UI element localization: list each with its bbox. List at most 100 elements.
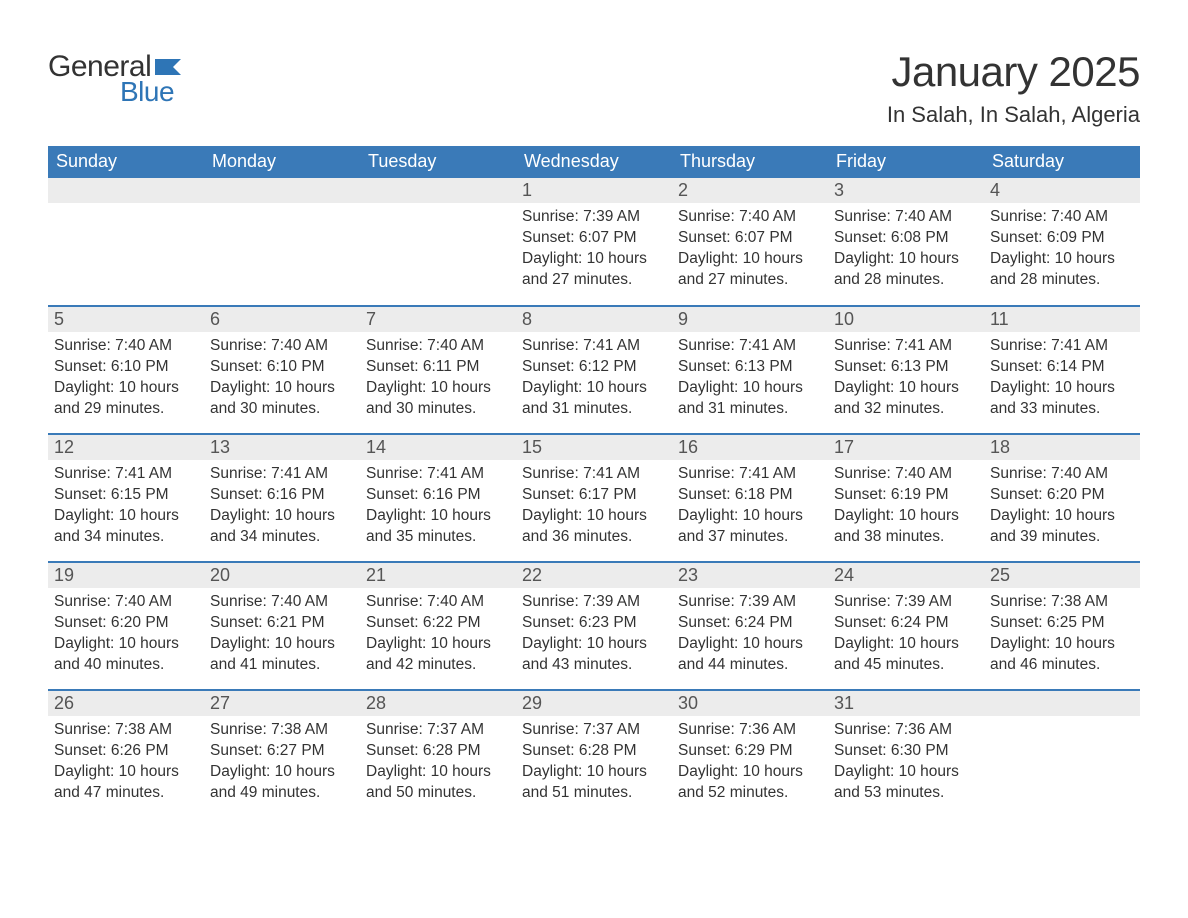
calendar-day-cell: 11Sunrise: 7:41 AMSunset: 6:14 PMDayligh… — [984, 306, 1140, 434]
calendar-week-row: 1Sunrise: 7:39 AMSunset: 6:07 PMDaylight… — [48, 178, 1140, 306]
sunset-text: Sunset: 6:23 PM — [522, 613, 666, 634]
calendar-week-row: 26Sunrise: 7:38 AMSunset: 6:26 PMDayligh… — [48, 690, 1140, 818]
weekday-header: Monday — [204, 146, 360, 178]
daylight-text-1: Daylight: 10 hours — [210, 634, 354, 655]
sunset-text: Sunset: 6:24 PM — [834, 613, 978, 634]
day-number: 15 — [516, 435, 672, 460]
daylight-text-1: Daylight: 10 hours — [522, 762, 666, 783]
daylight-text-1: Daylight: 10 hours — [834, 506, 978, 527]
flag-icon — [155, 57, 183, 77]
sunset-text: Sunset: 6:12 PM — [522, 357, 666, 378]
calendar-day-cell — [984, 690, 1140, 818]
day-number: 27 — [204, 691, 360, 716]
sunrise-text: Sunrise: 7:39 AM — [834, 592, 978, 613]
sunrise-text: Sunrise: 7:38 AM — [990, 592, 1134, 613]
day-number: 14 — [360, 435, 516, 460]
daylight-text-2: and 39 minutes. — [990, 527, 1134, 548]
day-details: Sunrise: 7:41 AMSunset: 6:13 PMDaylight:… — [672, 332, 828, 428]
daylight-text-2: and 28 minutes. — [990, 270, 1134, 291]
calendar-table: Sunday Monday Tuesday Wednesday Thursday… — [48, 146, 1140, 818]
daylight-text-1: Daylight: 10 hours — [54, 634, 198, 655]
daylight-text-2: and 34 minutes. — [210, 527, 354, 548]
daylight-text-2: and 41 minutes. — [210, 655, 354, 676]
day-details: Sunrise: 7:36 AMSunset: 6:29 PMDaylight:… — [672, 716, 828, 812]
sunrise-text: Sunrise: 7:40 AM — [366, 592, 510, 613]
sunset-text: Sunset: 6:10 PM — [54, 357, 198, 378]
daylight-text-1: Daylight: 10 hours — [366, 634, 510, 655]
sunrise-text: Sunrise: 7:41 AM — [522, 336, 666, 357]
daylight-text-1: Daylight: 10 hours — [990, 378, 1134, 399]
day-number: 29 — [516, 691, 672, 716]
daylight-text-1: Daylight: 10 hours — [54, 506, 198, 527]
day-details: Sunrise: 7:37 AMSunset: 6:28 PMDaylight:… — [360, 716, 516, 812]
location-label: In Salah, In Salah, Algeria — [887, 102, 1140, 128]
daylight-text-2: and 31 minutes. — [522, 399, 666, 420]
daylight-text-2: and 40 minutes. — [54, 655, 198, 676]
sunrise-text: Sunrise: 7:41 AM — [210, 464, 354, 485]
sunset-text: Sunset: 6:16 PM — [366, 485, 510, 506]
daylight-text-2: and 34 minutes. — [54, 527, 198, 548]
calendar-day-cell: 6Sunrise: 7:40 AMSunset: 6:10 PMDaylight… — [204, 306, 360, 434]
day-number: 25 — [984, 563, 1140, 588]
daylight-text-2: and 32 minutes. — [834, 399, 978, 420]
daylight-text-2: and 46 minutes. — [990, 655, 1134, 676]
day-number: 12 — [48, 435, 204, 460]
daylight-text-1: Daylight: 10 hours — [834, 762, 978, 783]
daylight-text-2: and 30 minutes. — [366, 399, 510, 420]
calendar-week-row: 12Sunrise: 7:41 AMSunset: 6:15 PMDayligh… — [48, 434, 1140, 562]
sunrise-text: Sunrise: 7:39 AM — [522, 592, 666, 613]
calendar-day-cell: 30Sunrise: 7:36 AMSunset: 6:29 PMDayligh… — [672, 690, 828, 818]
day-number: 23 — [672, 563, 828, 588]
daylight-text-1: Daylight: 10 hours — [522, 249, 666, 270]
calendar-day-cell: 25Sunrise: 7:38 AMSunset: 6:25 PMDayligh… — [984, 562, 1140, 690]
day-details: Sunrise: 7:41 AMSunset: 6:13 PMDaylight:… — [828, 332, 984, 428]
day-number: 24 — [828, 563, 984, 588]
day-details: Sunrise: 7:39 AMSunset: 6:07 PMDaylight:… — [516, 203, 672, 299]
sunset-text: Sunset: 6:25 PM — [990, 613, 1134, 634]
calendar-day-cell: 27Sunrise: 7:38 AMSunset: 6:27 PMDayligh… — [204, 690, 360, 818]
day-number — [360, 178, 516, 203]
daylight-text-1: Daylight: 10 hours — [678, 762, 822, 783]
sunset-text: Sunset: 6:13 PM — [678, 357, 822, 378]
day-details: Sunrise: 7:36 AMSunset: 6:30 PMDaylight:… — [828, 716, 984, 812]
sunset-text: Sunset: 6:21 PM — [210, 613, 354, 634]
daylight-text-1: Daylight: 10 hours — [522, 634, 666, 655]
sunset-text: Sunset: 6:20 PM — [990, 485, 1134, 506]
day-details: Sunrise: 7:41 AMSunset: 6:12 PMDaylight:… — [516, 332, 672, 428]
daylight-text-2: and 29 minutes. — [54, 399, 198, 420]
day-details: Sunrise: 7:40 AMSunset: 6:21 PMDaylight:… — [204, 588, 360, 684]
calendar-day-cell: 17Sunrise: 7:40 AMSunset: 6:19 PMDayligh… — [828, 434, 984, 562]
brand-logo: General Blue — [48, 50, 183, 108]
day-number: 10 — [828, 307, 984, 332]
sunrise-text: Sunrise: 7:36 AM — [678, 720, 822, 741]
day-number — [204, 178, 360, 203]
calendar-day-cell — [204, 178, 360, 306]
daylight-text-1: Daylight: 10 hours — [834, 378, 978, 399]
day-number: 7 — [360, 307, 516, 332]
day-details: Sunrise: 7:41 AMSunset: 6:15 PMDaylight:… — [48, 460, 204, 556]
calendar-day-cell — [48, 178, 204, 306]
daylight-text-1: Daylight: 10 hours — [990, 249, 1134, 270]
calendar-day-cell: 10Sunrise: 7:41 AMSunset: 6:13 PMDayligh… — [828, 306, 984, 434]
calendar-day-cell: 18Sunrise: 7:40 AMSunset: 6:20 PMDayligh… — [984, 434, 1140, 562]
calendar-day-cell — [360, 178, 516, 306]
sunrise-text: Sunrise: 7:40 AM — [366, 336, 510, 357]
sunrise-text: Sunrise: 7:36 AM — [834, 720, 978, 741]
sunrise-text: Sunrise: 7:40 AM — [54, 336, 198, 357]
daylight-text-2: and 27 minutes. — [522, 270, 666, 291]
calendar-day-cell: 24Sunrise: 7:39 AMSunset: 6:24 PMDayligh… — [828, 562, 984, 690]
daylight-text-2: and 35 minutes. — [366, 527, 510, 548]
day-details: Sunrise: 7:41 AMSunset: 6:18 PMDaylight:… — [672, 460, 828, 556]
daylight-text-2: and 28 minutes. — [834, 270, 978, 291]
sunrise-text: Sunrise: 7:39 AM — [522, 207, 666, 228]
month-title: January 2025 — [887, 48, 1140, 96]
sunset-text: Sunset: 6:17 PM — [522, 485, 666, 506]
day-number: 13 — [204, 435, 360, 460]
day-number: 9 — [672, 307, 828, 332]
sunrise-text: Sunrise: 7:38 AM — [54, 720, 198, 741]
daylight-text-1: Daylight: 10 hours — [522, 378, 666, 399]
day-number: 31 — [828, 691, 984, 716]
daylight-text-2: and 47 minutes. — [54, 783, 198, 804]
daylight-text-1: Daylight: 10 hours — [210, 506, 354, 527]
sunset-text: Sunset: 6:26 PM — [54, 741, 198, 762]
